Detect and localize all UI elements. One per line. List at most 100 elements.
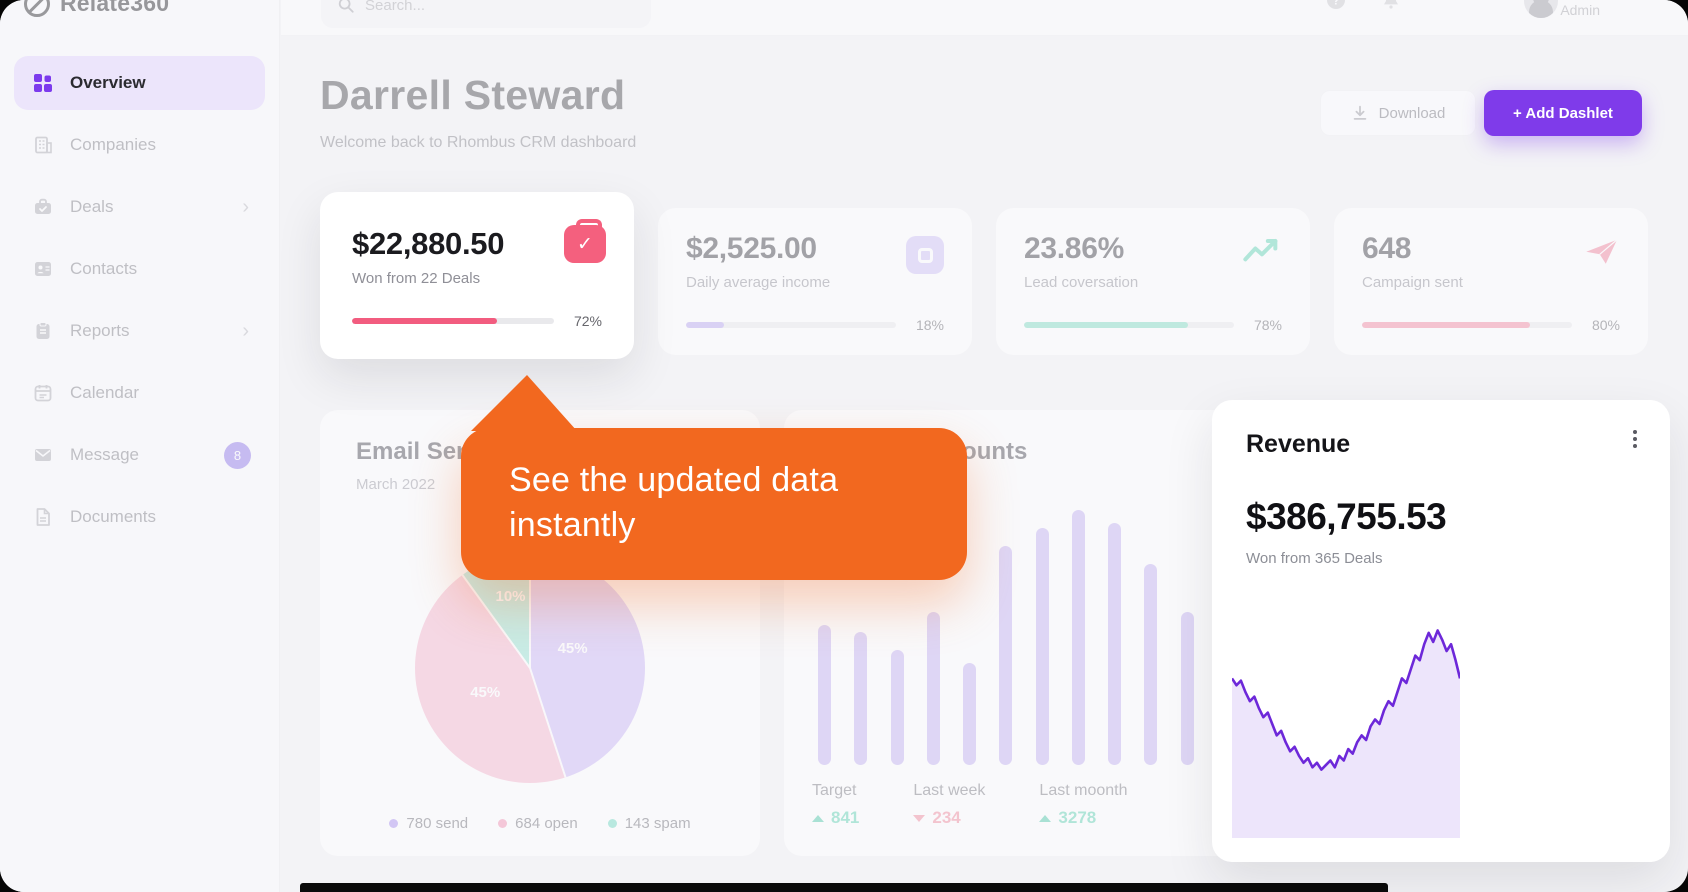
email-card-subtitle: March 2022 [356, 476, 436, 493]
bar [1108, 522, 1122, 765]
help-icon[interactable]: ? [1324, 0, 1348, 17]
document-icon [32, 506, 54, 528]
page-title: Darrell Steward [320, 72, 626, 118]
sidebar-item-message[interactable]: Message 8 [14, 428, 265, 482]
legend-dot [389, 819, 399, 828]
stat-label: Won from 22 Deals [352, 270, 481, 287]
wallet-icon [906, 236, 944, 274]
sidebar-item-label: Reports [70, 321, 130, 340]
sidebar-item-reports[interactable]: Reports › [14, 304, 265, 358]
briefcase-check-icon: ✓ [564, 219, 606, 263]
bar [999, 545, 1013, 765]
grid-icon [32, 72, 54, 94]
search-input[interactable] [365, 0, 605, 14]
sidebar-item-label: Calendar [70, 383, 139, 402]
stat-value: 648 [1362, 232, 1412, 265]
legend-item: 143 spam [607, 815, 691, 832]
topbar: ? Admin [281, 0, 1688, 36]
arrow-down-icon [913, 814, 926, 822]
svg-text:?: ? [1332, 0, 1339, 8]
email-legend: 780 send 684 open 143 spam [320, 815, 760, 832]
avatar[interactable] [1524, 0, 1558, 18]
bar [1144, 563, 1158, 765]
search-icon [338, 0, 354, 13]
revenue-card: Revenue $386,755.53 Won from 365 Deals [1212, 400, 1670, 862]
stat-percent: 18% [915, 317, 944, 333]
accounts-stats: Target 841 Last week 234 Last moonth 3278 [812, 782, 1127, 828]
legend-label: 780 send [406, 815, 469, 832]
nav-list: Overview Companies Deals › Contacts Reports › C… [0, 56, 279, 552]
sidebar-item-label: Overview [70, 73, 146, 92]
arrow-up-icon [812, 814, 824, 822]
stat-label: Campaign sent [1362, 274, 1463, 291]
stats-row: $22,880.50 Won from 22 Deals ✓ 72% $2,525.00… [320, 192, 1648, 359]
clipboard-icon [32, 320, 54, 342]
bell-icon[interactable] [1379, 0, 1403, 17]
user-name: Admin [1560, 2, 1600, 18]
stat-progress: 78% [1024, 317, 1282, 333]
accounts-stat-value: 3278 [1058, 808, 1097, 827]
kebab-menu-icon[interactable] [1626, 430, 1644, 448]
revenue-card-title: Revenue [1246, 430, 1351, 458]
accounts-stat-label: Last week [913, 782, 986, 799]
sidebar-item-documents[interactable]: Documents [14, 490, 265, 544]
stat-progress: 18% [686, 317, 944, 333]
bar [963, 663, 977, 765]
sidebar-item-label: Contacts [70, 259, 138, 278]
revenue-line-chart [1232, 610, 1460, 838]
sidebar: Relate360 Overview Companies Deals › Contact… [0, 0, 280, 892]
sidebar-item-deals[interactable]: Deals › [14, 180, 265, 234]
accounts-stat-value: 841 [831, 808, 860, 827]
sidebar-item-label: Companies [70, 135, 156, 154]
calendar-icon [32, 382, 54, 404]
revenue-subtitle: Won from 365 Deals [1246, 550, 1383, 567]
legend-item: 684 open [498, 815, 578, 832]
building-icon [32, 134, 54, 156]
accounts-stat-last-moonth: Last moonth 3278 [1039, 782, 1127, 828]
bar [1071, 510, 1085, 765]
bar [1035, 527, 1049, 765]
tooltip-arrow [471, 375, 577, 431]
stat-label: Lead coversation [1024, 274, 1139, 291]
download-button[interactable]: Download [1320, 90, 1476, 136]
stat-percent: 72% [573, 313, 602, 329]
legend-dot [607, 819, 617, 828]
stat-percent: 78% [1253, 317, 1282, 333]
search-box[interactable] [321, 0, 651, 28]
chevron-right-icon: › [242, 195, 249, 218]
stat-progress: 72% [352, 313, 602, 329]
logo: Relate360 [24, 0, 169, 17]
stat-card-4: 648 Campaign sent 80% [1334, 208, 1648, 355]
bar [1180, 612, 1194, 765]
bar [890, 650, 904, 765]
pie-slice-label-open: 45% [470, 684, 501, 702]
briefcase-icon [32, 196, 54, 218]
accounts-stat-label: Target [812, 782, 857, 799]
logo-icon [24, 0, 50, 17]
sidebar-item-calendar[interactable]: Calendar [14, 366, 265, 420]
accounts-stat-last-week: Last week 234 [913, 782, 985, 828]
onboarding-tooltip[interactable]: See the updated data instantly [461, 375, 967, 580]
stat-progress: 80% [1362, 317, 1620, 333]
email-pie-chart: 45% 45% 10% [415, 553, 645, 783]
chevron-right-icon: › [242, 319, 249, 342]
page-subtitle: Welcome back to Rhombus CRM dashboard [320, 134, 637, 151]
envelope-icon [32, 444, 54, 466]
accounts-stat-target: Target 841 [812, 782, 859, 828]
sidebar-item-label: Message [70, 445, 139, 464]
bottom-strip [300, 883, 1388, 892]
bar [926, 612, 940, 765]
stat-percent: 80% [1591, 317, 1620, 333]
sidebar-item-companies[interactable]: Companies [14, 118, 265, 172]
legend-label: 684 open [515, 815, 578, 832]
sidebar-item-label: Documents [70, 507, 156, 526]
sidebar-item-overview[interactable]: Overview [14, 56, 265, 110]
trend-up-icon [1242, 239, 1282, 270]
stat-card-3: 23.86% Lead coversation 78% [996, 208, 1310, 355]
stat-card-2: $2,525.00 Daily average income 18% [658, 208, 972, 355]
add-dashlet-button[interactable]: + Add Dashlet [1484, 90, 1642, 136]
sidebar-item-contacts[interactable]: Contacts [14, 242, 265, 296]
pie-slice-label-send: 45% [557, 640, 588, 658]
legend-label: 143 spam [624, 815, 691, 832]
